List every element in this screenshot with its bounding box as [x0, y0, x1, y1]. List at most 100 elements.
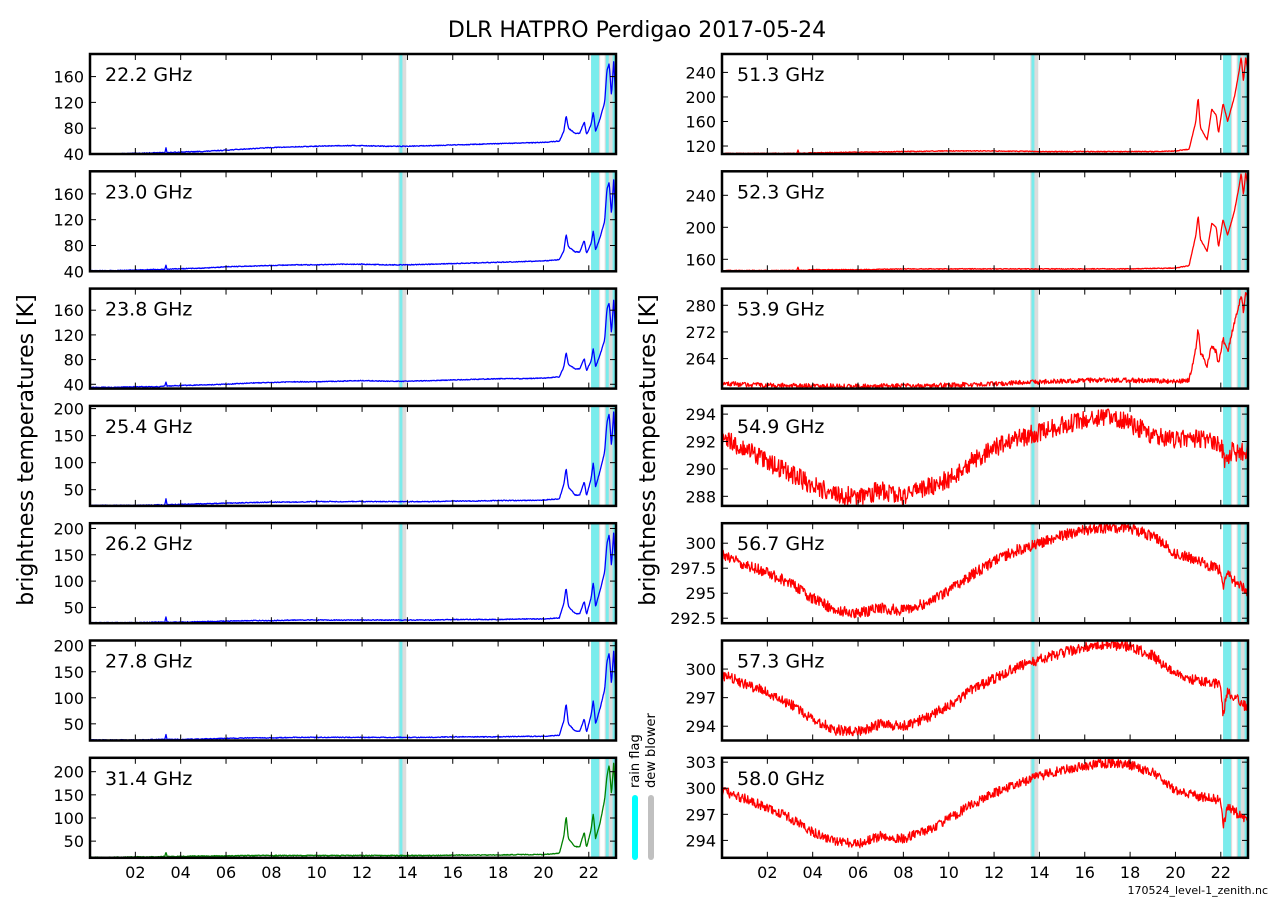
panel-frame [88, 52, 618, 156]
y-tick-label-120: 120 [53, 93, 84, 112]
panel-frame [88, 404, 618, 508]
y-tick-label-240: 240 [685, 63, 716, 82]
panel-label-56-7-ghz: 56.7 GHz [737, 533, 824, 555]
series-line-23-0-ghz [90, 179, 616, 272]
dew-blower-flag-0 [1030, 640, 1039, 741]
panel-label-23-0-ghz: 23.0 GHz [105, 181, 192, 203]
panel-plot-area [722, 757, 1248, 858]
dew-blower-flag-2 [604, 54, 616, 154]
dew-blower-flag-1 [591, 288, 601, 389]
y-tick-label-200: 200 [53, 400, 84, 419]
panel-25-4-ghz: 50 100 150 200 25.4 GHz [53, 400, 618, 508]
dew-blower-flag-2 [604, 757, 616, 858]
panel-label-51-3-ghz: 51.3 GHz [737, 64, 824, 86]
dew-blower-flag-1 [591, 54, 601, 154]
y-tick-label-40: 40 [64, 262, 84, 281]
dew-blower-flag-1 [1223, 171, 1233, 272]
panel-label-31-4-ghz: 31.4 GHz [105, 768, 192, 790]
panel-52-3-ghz: 160 200 240 52.3 GHz [685, 170, 1250, 273]
panel-label-26-2-ghz: 26.2 GHz [105, 533, 192, 555]
panel-58-0-ghz: 02 04 06 08 10 12 14 16 18 20 22 294 297 300 303 58.0 G… [685, 753, 1250, 882]
rain-flag-0 [399, 288, 403, 389]
x-tick-label-20: 20 [533, 863, 553, 882]
rain-flag-0 [1031, 757, 1035, 858]
y-tick-label-160: 160 [685, 112, 716, 131]
dew-blower-flag-1 [591, 640, 601, 741]
rain-flag-0 [1031, 54, 1035, 154]
dew-blower-flag-1 [591, 405, 601, 506]
y-tick-label-150: 150 [53, 546, 84, 565]
rain-flag-2 [605, 171, 609, 272]
x-tick-label-22: 22 [1211, 863, 1231, 882]
y-tick-label-150: 150 [53, 663, 84, 682]
figure-title: DLR HATPRO Perdigao 2017-05-24 [448, 18, 826, 43]
panel-frame [88, 521, 618, 625]
rain-flag-1 [1223, 288, 1231, 389]
panel-31-4-ghz: 02 04 06 08 10 12 14 16 18 20 22 50 100 150 200 31.4 GH… [53, 756, 618, 882]
dew-blower-flag-2 [604, 171, 616, 272]
panel-56-7-ghz: 292.5 295 297.5 300 56.7 GHz [670, 521, 1250, 628]
dew-blower-flag-1 [591, 757, 601, 858]
panel-label-52-3-ghz: 52.3 GHz [737, 181, 824, 203]
rain-flag-3 [612, 757, 616, 858]
panel-plot-area [90, 288, 616, 389]
rain-flag-0 [1031, 405, 1035, 506]
dew-blower-flag-2 [604, 288, 616, 389]
panel-51-3-ghz: 120 160 200 240 51.3 GHz [685, 52, 1250, 156]
x-tick-label-06: 06 [216, 863, 236, 882]
panel-27-8-ghz: 50 100 150 200 27.8 GHz [53, 637, 618, 742]
rain-flag-3 [1244, 640, 1248, 741]
panel-frame [88, 287, 618, 390]
dew-blower-flag-2 [1236, 640, 1248, 741]
dew-blower-flag-0 [1030, 54, 1039, 154]
dew-blower-flag-0 [1030, 288, 1039, 389]
panel-plot-area [90, 405, 616, 506]
dew-blower-flag-0 [398, 640, 407, 741]
rain-flag-3 [1244, 523, 1248, 624]
y-tick-label-295: 295 [685, 584, 716, 603]
panel-frame [720, 287, 1250, 390]
panel-frame [720, 756, 1250, 860]
y-tick-label-40: 40 [64, 375, 84, 394]
series-line-23-8-ghz [90, 299, 616, 389]
y-tick-label-272: 272 [685, 323, 716, 342]
y-tick-label-80: 80 [64, 351, 84, 370]
x-tick-label-12: 12 [984, 863, 1004, 882]
rain-flag-2 [1237, 640, 1241, 741]
rain-flag-1 [1223, 54, 1231, 154]
rain-flag-3 [1244, 757, 1248, 858]
series-line-51-3-ghz [722, 57, 1248, 154]
x-tick-label-14: 14 [397, 863, 417, 882]
dew-blower-flag-0 [1030, 757, 1039, 858]
panel-53-9-ghz: 264 272 280 53.9 GHz [685, 287, 1250, 390]
rain-flag-0 [399, 757, 403, 858]
x-tick-label-12: 12 [352, 863, 372, 882]
y-tick-label-160: 160 [53, 301, 84, 320]
y-axis-label-left: brightness temperatures [K] [14, 294, 39, 605]
panel-label-22-2-ghz: 22.2 GHz [105, 64, 192, 86]
rain-flag-1 [591, 54, 599, 154]
y-tick-label-264: 264 [685, 350, 716, 369]
panel-plot-area [90, 640, 616, 741]
series-line-56-7-ghz [722, 523, 1248, 619]
series-line-58-0-ghz [722, 757, 1248, 849]
x-tick-label-04: 04 [803, 863, 823, 882]
dew-blower-legend-label: dew blower [644, 713, 659, 788]
panel-frame [720, 404, 1250, 508]
y-tick-label-290: 290 [685, 460, 716, 479]
y-tick-label-297: 297 [685, 689, 716, 708]
x-tick-label-16: 16 [443, 863, 463, 882]
rain-flag-1 [591, 523, 599, 624]
subplot-grid: 40 80 120 160 22.2 GHz 40 80 120 160 23.0 GHz 40 80… [53, 52, 1250, 882]
y-tick-label-294: 294 [685, 831, 716, 850]
x-tick-label-02: 02 [125, 863, 145, 882]
dew-blower-flag-0 [398, 523, 407, 624]
rain-flag-1 [1223, 171, 1231, 272]
rain-flag-0 [1031, 171, 1035, 272]
dew-blower-flag-1 [591, 171, 601, 272]
dew-blower-flag-0 [398, 757, 407, 858]
y-tick-label-160: 160 [685, 250, 716, 269]
rain-flag-0 [399, 523, 403, 624]
dew-blower-flag-2 [1236, 523, 1248, 624]
y-tick-label-100: 100 [53, 572, 84, 591]
